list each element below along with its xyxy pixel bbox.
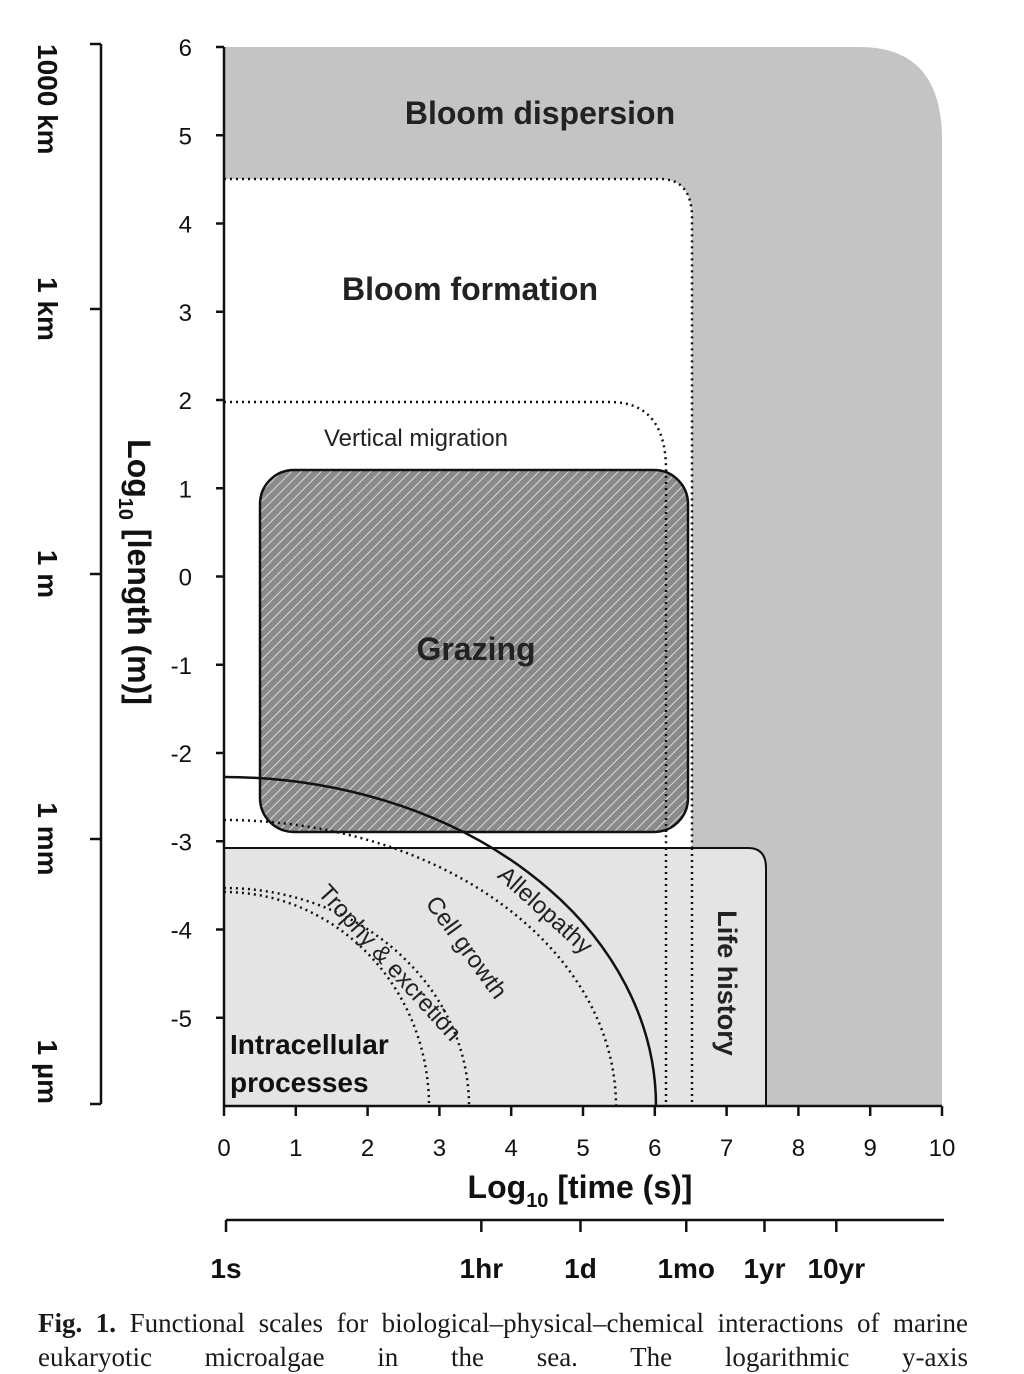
y-tick-label: -1 xyxy=(171,653,192,680)
x-tick-label: 10 xyxy=(929,1135,956,1162)
life-history-label: Life history xyxy=(712,910,742,1056)
x-tick-label: 4 xyxy=(505,1135,518,1162)
y-tick-label: 3 xyxy=(179,300,192,327)
secondary-y-label: 1 km xyxy=(32,277,63,341)
x-tick-label: 9 xyxy=(864,1135,877,1162)
secondary-x-label: 1s xyxy=(210,1253,241,1284)
x-tick-label: 6 xyxy=(648,1135,661,1162)
secondary-y-label: 1 µm xyxy=(32,1040,63,1104)
secondary-y-label: 1 m xyxy=(32,550,63,598)
y-tick-label: 1 xyxy=(179,476,192,503)
y-tick-label: -2 xyxy=(171,741,192,768)
y-tick-label: -4 xyxy=(171,918,192,945)
caption-line-2: of marine eukaryotic microalgae in the s… xyxy=(38,1308,968,1372)
allelopathy-arc xyxy=(223,775,658,1107)
y-tick-label: 6 xyxy=(179,35,192,62)
trophy-arc xyxy=(223,886,471,1107)
secondary-x-axis: 1s 1hr 1d 1mo 1yr 10yr xyxy=(210,1220,865,1284)
grazing-label: Grazing xyxy=(416,631,535,667)
x-tick-label: 5 xyxy=(576,1135,589,1162)
intracellular-label-line1: Intracellular xyxy=(230,1029,389,1060)
x-tick-label: 2 xyxy=(361,1135,374,1162)
secondary-y-label: 1000 km xyxy=(32,44,63,155)
intracellular-label-line2: processes xyxy=(230,1067,369,1098)
y-ticks: 6 5 4 3 2 1 0 -1 -2 -3 -4 -5 xyxy=(171,35,224,1033)
x-tick-label: 8 xyxy=(792,1135,805,1162)
y-tick-label: 5 xyxy=(179,123,192,150)
caption-line-1: Functional scales for biological–physica… xyxy=(129,1308,844,1338)
cell-growth-arc xyxy=(223,818,618,1107)
caption-label: Fig. 1. xyxy=(38,1308,117,1338)
x-axis-title: Log10 [time (s)] xyxy=(468,1169,693,1212)
vertical-migration-label: Vertical migration xyxy=(324,425,508,452)
figure-caption: Fig. 1. Functional scales for biological… xyxy=(38,1306,968,1374)
x-tick-label: 0 xyxy=(217,1135,230,1162)
bloom-dispersion-label: Bloom dispersion xyxy=(405,95,675,131)
y-tick-label: 2 xyxy=(179,388,192,415)
life-history-region xyxy=(223,847,767,1107)
y-tick-label: 0 xyxy=(179,565,192,592)
secondary-x-label: 10yr xyxy=(807,1253,865,1284)
bloom-formation-label: Bloom formation xyxy=(342,271,598,307)
y-tick-label: 4 xyxy=(179,212,192,239)
secondary-x-label: 1hr xyxy=(460,1253,504,1284)
secondary-y-axis: 1000 km 1 km 1 m 1 mm 1 µm xyxy=(32,42,101,1106)
secondary-y-label: 1 mm xyxy=(32,802,63,875)
y-axis-title: Log10 [length (m)] xyxy=(114,439,157,705)
y-tick-label: -3 xyxy=(171,829,192,856)
x-ticks: 0 1 2 3 4 5 6 7 8 9 10 xyxy=(217,1106,955,1162)
secondary-x-label: 1d xyxy=(564,1253,597,1284)
secondary-x-label: 1mo xyxy=(657,1253,715,1284)
secondary-x-label: 1yr xyxy=(743,1253,785,1284)
x-tick-label: 3 xyxy=(433,1135,446,1162)
vertical-migration-boundary xyxy=(224,400,668,1106)
x-tick-label: 1 xyxy=(289,1135,302,1162)
x-tick-label: 7 xyxy=(720,1135,733,1162)
y-tick-label: -5 xyxy=(171,1006,192,1033)
intracellular-arc xyxy=(223,890,431,1107)
grazing-region xyxy=(258,468,690,834)
